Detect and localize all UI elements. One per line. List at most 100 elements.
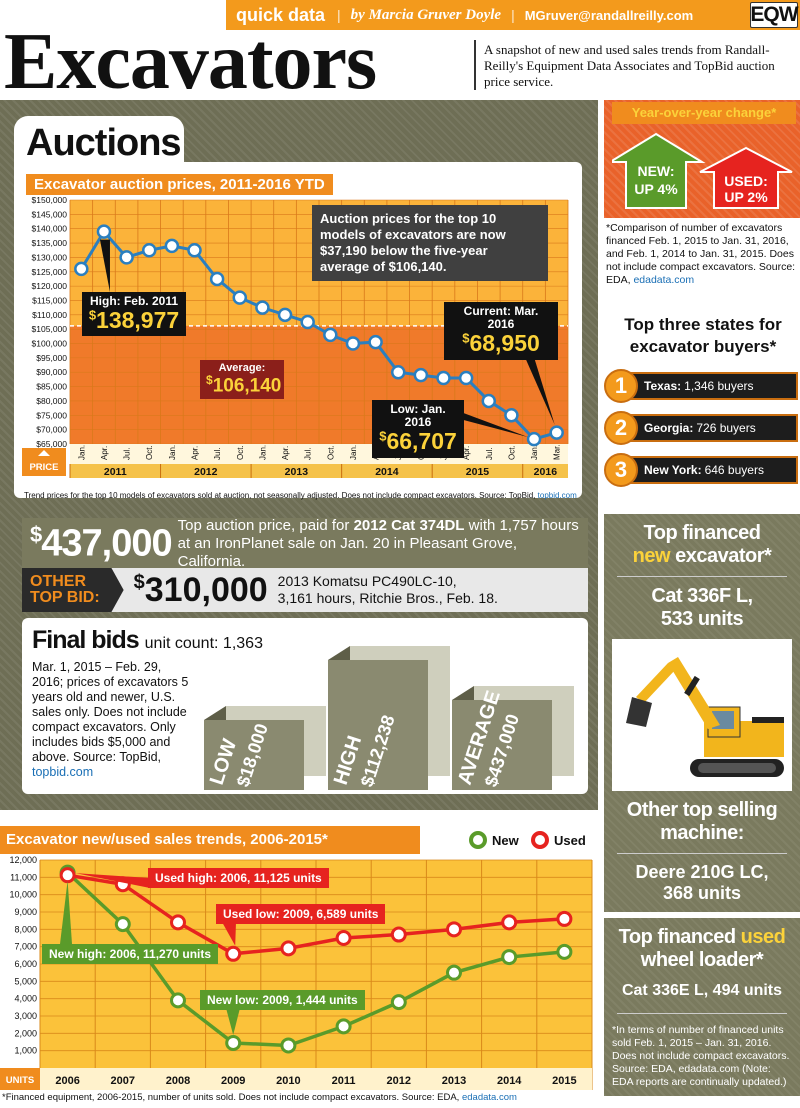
x-tick-label: Oct.	[236, 445, 245, 460]
financed-note: *In terms of number of financed units so…	[612, 1024, 790, 1088]
legend-used-marker	[531, 831, 549, 849]
current-pointer	[520, 344, 555, 425]
topbid-link[interactable]: topbid.com	[32, 765, 94, 779]
y-tick-label: $70,000	[36, 425, 67, 435]
auction-high-callout: High: Feb. 2011 $138,977	[82, 292, 186, 337]
series-point-new	[114, 916, 131, 933]
x-tick-label: 2015	[552, 1075, 576, 1087]
new-label: NEW:	[637, 163, 674, 179]
yoy-title: Year-over-year change*	[612, 102, 796, 124]
series-point-used	[390, 926, 407, 943]
x-tick-label: Oct.	[507, 445, 516, 460]
yoy-footnote-text: *Comparison of number of excavators fina…	[606, 222, 796, 286]
x-tick-label: 2014	[497, 1075, 522, 1087]
state-name: Texas:	[644, 379, 682, 393]
block-front	[452, 700, 552, 790]
state-row: 1 Texas: 1,346 buyers	[604, 369, 798, 403]
divider	[617, 853, 787, 854]
state-row: 2 Georgia: 726 buyers	[604, 411, 798, 445]
y-tick-label: $90,000	[36, 367, 67, 377]
divider	[617, 1013, 787, 1014]
auction-price-point	[164, 238, 180, 254]
divider: |	[337, 7, 341, 23]
top-used-heading: Top financed used wheel loader*	[604, 926, 800, 972]
edadata-link[interactable]: edadata.com	[461, 1092, 517, 1103]
other-top-bid-model: 2013 Komatsu PC490LC-10,	[277, 573, 457, 589]
x-tick-label: Apr.	[100, 446, 109, 460]
callout-value: 66,707	[386, 428, 457, 455]
edadata-link[interactable]: edadata.com	[633, 274, 695, 286]
model-units: 368 units	[662, 883, 742, 903]
series-line-used	[67, 873, 565, 956]
y-tick-label: $135,000	[32, 238, 68, 248]
series-point-new	[556, 943, 573, 960]
sales-chart-title: Excavator new/used sales trends, 2006-20…	[0, 826, 420, 854]
x-tick-label: Jul.	[304, 448, 313, 460]
callout-label: Average:	[218, 362, 266, 374]
y-tick-label: $75,000	[36, 410, 67, 420]
x-tick-label: Apr.	[281, 446, 290, 460]
excavator-image	[612, 639, 792, 791]
heading-line: Top financed	[618, 926, 736, 948]
y-tick-label: 2,000	[14, 1028, 37, 1038]
top-bid-text-a: Top auction price, paid for	[177, 517, 350, 534]
year-band	[70, 464, 568, 478]
rank-badge: 1	[604, 369, 638, 403]
new-high-pointer	[60, 880, 72, 944]
series-point-used	[556, 910, 573, 927]
sales-footnote: *Financed equipment, 2006-2015, number o…	[2, 1092, 517, 1103]
top-used-model: Cat 336E L, 494 units	[621, 982, 783, 999]
divider	[617, 576, 787, 577]
auction-price-point	[549, 425, 564, 440]
other-top-heading: Other top selling machine:	[604, 799, 800, 845]
y-tick-label: 10,000	[9, 890, 37, 900]
y-tick-label: 7,000	[14, 942, 37, 952]
y-tick-label: $95,000	[36, 353, 67, 363]
used-low-label: Used low: 2009, 6,589 units	[216, 904, 386, 924]
series-point-new	[225, 1034, 242, 1051]
top-bid-amount: 437,000	[41, 522, 172, 565]
eqw-logo: EQW	[750, 2, 799, 28]
used-low-pointer	[222, 922, 236, 946]
auction-price-point	[209, 271, 225, 287]
y-tick-label: 8,000	[14, 924, 37, 934]
x-tick-label: Jan.	[349, 445, 358, 460]
author-email[interactable]: MGruver@randallreilly.com	[524, 7, 694, 23]
final-bids-title: Final bids	[32, 626, 140, 654]
top-new-model: Cat 336F L, 533 units	[604, 585, 800, 631]
x-tick-label: Jan.	[258, 445, 267, 460]
unit-count-value: 1,363	[222, 635, 263, 652]
yoy-arrows: NEW: UP 4% USED: UP 2%	[612, 132, 793, 209]
year-label: 2015	[466, 466, 490, 478]
auction-price-point	[368, 334, 383, 350]
intro-text: A snapshot of new and used sales trends …	[484, 42, 775, 89]
auction-price-point	[119, 250, 134, 265]
used-value: UP 2%	[724, 189, 768, 205]
state-name: Georgia:	[644, 421, 694, 435]
top-bid-bar: $437,000 Top auction price, paid for 201…	[22, 517, 588, 570]
topbid-link[interactable]: topbid.com	[537, 491, 577, 500]
auction-price-point	[187, 242, 202, 258]
auction-chart-title: Excavator auction prices, 2011-2016 YTD	[26, 174, 333, 195]
y-tick-label: $100,000	[32, 339, 68, 349]
x-tick-label: 2008	[166, 1075, 190, 1087]
auction-average-callout: Average: $106,140	[200, 360, 284, 400]
series-point-new	[446, 964, 462, 981]
y-tick-label: $150,000	[32, 196, 68, 205]
auctions-heading: Auctions	[14, 116, 184, 168]
financed-panel: Top financed new excavator* Cat 336F L, …	[604, 514, 800, 1096]
divider: |	[511, 7, 515, 23]
final-bids-blocks: LOW$18,000 HIGH$112,238 AVERAGE$437,000	[204, 646, 574, 790]
used-label: USED:	[724, 173, 768, 189]
block-front	[328, 660, 428, 790]
x-tick-label: Jan.	[168, 445, 177, 460]
auction-price-point	[323, 327, 338, 343]
y-tick-label: 6,000	[14, 959, 37, 969]
x-tick-label: Mar.	[553, 444, 562, 460]
top-new-heading: Top financed new excavator*	[604, 522, 800, 568]
used-high-label: Used high: 2006, 11,125 units	[148, 868, 329, 888]
model-units: 533 units	[660, 608, 744, 630]
series-point-new	[335, 1018, 352, 1035]
x-tick-label: 2011	[332, 1075, 356, 1087]
year-label: 2016	[534, 466, 558, 478]
